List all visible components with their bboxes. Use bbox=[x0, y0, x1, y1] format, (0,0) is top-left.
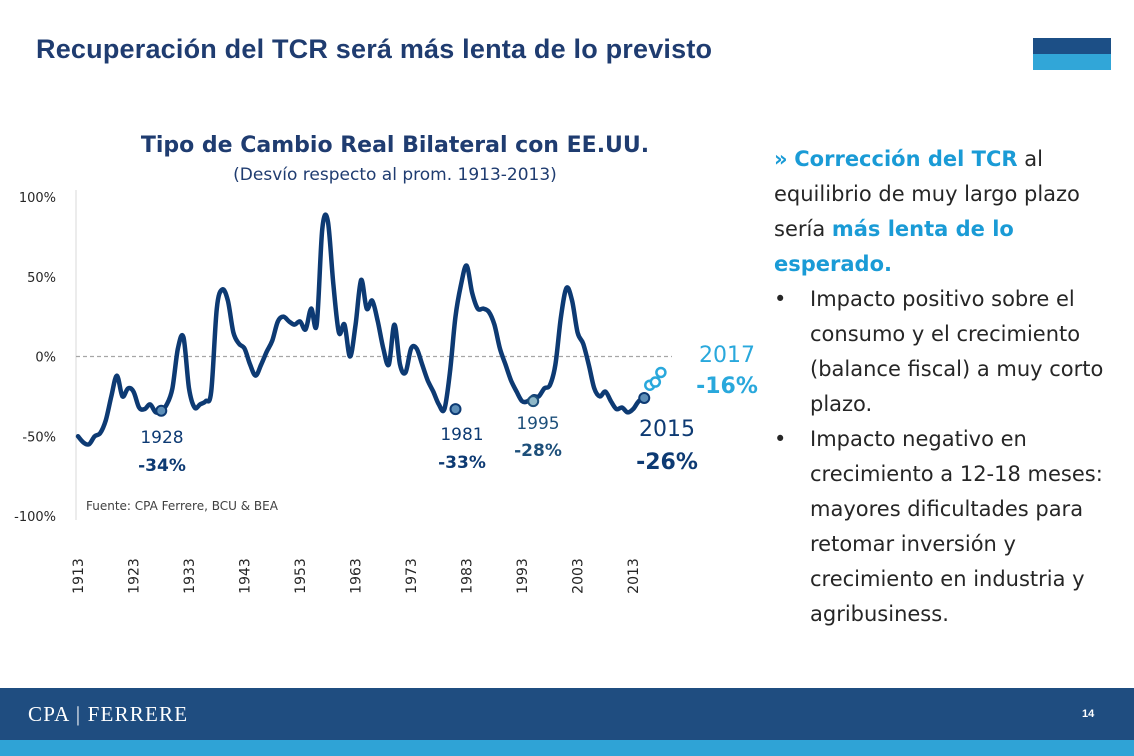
annotation-year: 2015 bbox=[639, 417, 695, 442]
x-tick-label: 1943 bbox=[238, 558, 254, 594]
commentary-panel: » Corrección del TCR al equilibrio de mu… bbox=[774, 142, 1126, 632]
annotation-value: -26% bbox=[636, 450, 698, 475]
projection-point bbox=[655, 366, 667, 379]
x-tick-label: 2013 bbox=[626, 558, 642, 594]
x-tick-label: 2003 bbox=[571, 558, 587, 594]
y-tick-label: -100% bbox=[14, 510, 56, 525]
highlight-marker bbox=[527, 395, 540, 408]
footer-bar: CPA | FERRERE 14 bbox=[0, 688, 1134, 740]
annotation-year: 1928 bbox=[140, 428, 183, 448]
x-tick-label: 1953 bbox=[293, 558, 309, 594]
x-tick-label: 1933 bbox=[182, 558, 198, 594]
x-tick-label: 1983 bbox=[460, 558, 476, 594]
intro-highlight-2: más lenta de lo esperado. bbox=[774, 217, 1014, 276]
y-tick-label: 50% bbox=[27, 271, 56, 286]
tcr-series-line bbox=[75, 212, 647, 447]
x-tick-label: 1993 bbox=[515, 558, 531, 594]
bullet-list: • Impacto positivo sobre el consumo y el … bbox=[774, 282, 1126, 632]
intro-marker: » bbox=[774, 147, 788, 171]
annotation-year: 2017 bbox=[699, 343, 755, 368]
chart-source: Fuente: CPA Ferrere, BCU & BEA bbox=[86, 499, 279, 513]
bullet-text: Impacto negativo en crecimiento a 12-18 … bbox=[810, 427, 1103, 626]
highlight-marker bbox=[449, 403, 462, 416]
bullet-dot: • bbox=[774, 287, 787, 311]
y-tick-label: -50% bbox=[22, 430, 56, 445]
intro-paragraph: » Corrección del TCR al equilibrio de mu… bbox=[774, 142, 1126, 282]
intro-highlight: Corrección del TCR bbox=[794, 147, 1018, 171]
bullet-item-positive: • Impacto positivo sobre el consumo y el … bbox=[774, 282, 1126, 422]
intro-text: al equilibrio de muy largo plazo sería bbox=[774, 147, 1080, 241]
x-tick-label: 1923 bbox=[127, 558, 143, 594]
x-tick-label: 1913 bbox=[71, 558, 87, 594]
annotation-value: -33% bbox=[438, 453, 486, 473]
chart-subtitle: (Desvío respecto al prom. 1913-2013) bbox=[233, 165, 557, 185]
page-number: 14 bbox=[1082, 708, 1095, 720]
annotation-year: 1981 bbox=[440, 425, 483, 445]
corner-logo-bottom-bar bbox=[1033, 54, 1111, 70]
corner-logo-top-bar bbox=[1033, 38, 1111, 54]
highlight-marker bbox=[155, 404, 168, 417]
annotation-value: -28% bbox=[514, 441, 562, 461]
bullet-item-negative: • Impacto negativo en crecimiento a 12-18… bbox=[774, 422, 1126, 632]
footer-brand: CPA | FERRERE bbox=[28, 702, 189, 726]
annotation-year: 1995 bbox=[516, 414, 559, 434]
highlight-marker bbox=[638, 391, 651, 404]
x-tick-label: 1963 bbox=[349, 558, 365, 594]
slide-title: Recuperación del TCR será más lenta de l… bbox=[36, 34, 713, 64]
tcr-line-chart: Tipo de Cambio Real Bilateral con EE.UU.… bbox=[14, 133, 758, 594]
chart-title: Tipo de Cambio Real Bilateral con EE.UU. bbox=[141, 133, 649, 158]
bullet-text: Impacto positivo sobre el consumo y el c… bbox=[810, 287, 1104, 416]
projection-point bbox=[649, 376, 662, 388]
x-tick-label: 1973 bbox=[404, 558, 420, 594]
bullet-dot: • bbox=[774, 427, 787, 451]
y-tick-label: 100% bbox=[19, 191, 56, 206]
y-tick-label: 0% bbox=[35, 351, 56, 366]
corner-logo bbox=[1033, 38, 1111, 70]
footer-stripe bbox=[0, 740, 1134, 756]
annotation-value: -16% bbox=[696, 374, 758, 399]
annotation-value: -34% bbox=[138, 456, 186, 476]
